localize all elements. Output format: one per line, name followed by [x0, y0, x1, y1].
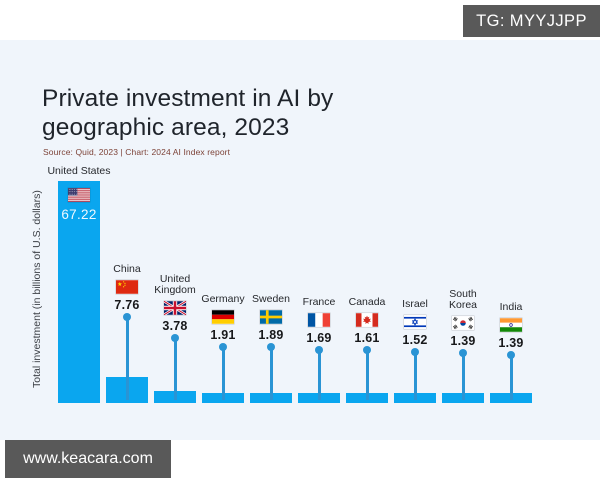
country-label: Germany: [201, 293, 245, 306]
leader-line: [173, 338, 177, 400]
leader-dot: [315, 346, 323, 354]
leader-dot: [123, 313, 131, 321]
leader-line: [269, 347, 273, 400]
leader-line: [125, 317, 129, 400]
flag-uk-icon: [164, 301, 186, 315]
country-label-stack: South Korea 1.39: [434, 287, 492, 348]
flag-us-icon: [68, 188, 90, 202]
flag-france-icon: [308, 313, 330, 327]
leader-dot: [363, 346, 371, 354]
value-label: 1.52: [402, 333, 428, 347]
value-label: 1.69: [306, 331, 332, 345]
flag-china-icon: [116, 280, 138, 294]
country-label-stack: Canada 1.61: [338, 296, 396, 345]
flag-canada-icon: [356, 313, 378, 327]
leader-line: [365, 350, 369, 400]
value-label: 1.89: [258, 328, 284, 342]
source-attribution: Source: Quid, 2023 | Chart: 2024 AI Inde…: [43, 147, 231, 157]
chart-background: [0, 40, 600, 440]
value-label: 1.61: [354, 331, 380, 345]
leader-line: [509, 355, 513, 400]
value-label: 1.39: [498, 336, 524, 350]
leader-dot: [507, 351, 515, 359]
telegram-watermark-badge: TG: MYYJJPP: [463, 5, 600, 37]
leader-dot: [459, 349, 467, 357]
country-label-stack: China 7.76: [98, 263, 156, 312]
country-label-stack: Germany 1.91: [194, 293, 252, 342]
flag-israel-icon: [404, 315, 426, 329]
leader-line: [317, 350, 321, 400]
country-label: India: [499, 301, 523, 314]
country-label: South Korea: [448, 287, 478, 312]
website-watermark-badge: www.keacara.com: [5, 440, 171, 478]
value-label: 3.78: [162, 319, 188, 333]
leader-dot: [411, 348, 419, 356]
country-label-stack: United Kingdom 3.78: [146, 272, 204, 333]
country-label: Canada: [348, 296, 386, 309]
value-label: 1.91: [210, 328, 236, 342]
value-label: 1.39: [450, 334, 476, 348]
leader-line: [413, 352, 417, 400]
leader-line: [461, 353, 465, 400]
country-label-stack: Israel 1.52: [386, 298, 444, 347]
country-label: Sweden: [252, 293, 290, 306]
flag-germany-icon: [212, 310, 234, 324]
country-label: France: [302, 296, 336, 309]
country-label-stack: France 1.69: [290, 296, 348, 345]
country-label: Israel: [402, 298, 428, 311]
flag-india-icon: [500, 318, 522, 332]
country-label: United Kingdom: [154, 272, 196, 297]
leader-dot: [267, 343, 275, 351]
value-label: 67.22: [61, 207, 97, 222]
chart-title: Private investment in AI by geographic a…: [42, 85, 334, 142]
flag-sweden-icon: [260, 310, 282, 324]
bar-united-states: [58, 181, 100, 403]
flag-south-korea-icon: [452, 316, 474, 330]
country-label: United States: [47, 165, 111, 177]
leader-line: [221, 347, 225, 400]
leader-dot: [171, 334, 179, 342]
country-label: China: [113, 263, 141, 276]
country-label-stack: Sweden 1.89: [242, 293, 300, 342]
country-label-stack: India 1.39: [482, 301, 540, 350]
leader-dot: [219, 343, 227, 351]
value-label: 7.76: [114, 298, 140, 312]
